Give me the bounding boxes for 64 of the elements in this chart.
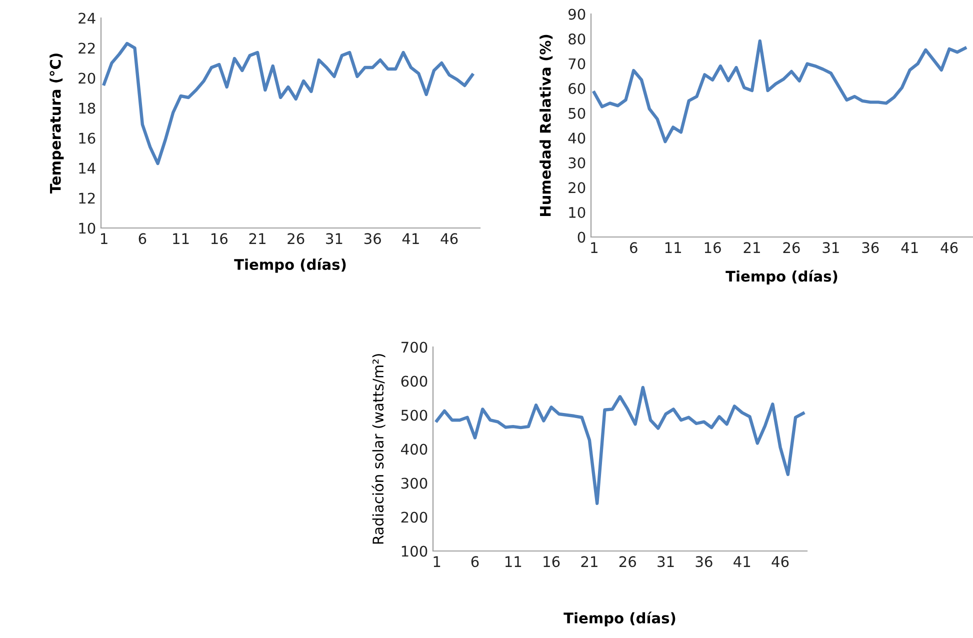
y-axis-title: Radiación solar (watts/m²): [372, 354, 386, 544]
x-tick-label: 6: [630, 242, 638, 254]
x-tick-label: 21: [581, 556, 598, 567]
y-axis-title: Temperatura (°C): [50, 54, 64, 194]
x-tick-label: 16: [704, 242, 721, 254]
y-tick-label: 22: [78, 42, 95, 54]
y-tick-label: 600: [401, 376, 428, 387]
y-tick-label: 14: [79, 162, 96, 174]
x-tick-label: 1: [434, 556, 440, 567]
y-tick-label: 300: [401, 478, 428, 489]
x-tick-label: 6: [471, 556, 479, 568]
x-tick-label: 36: [364, 233, 381, 244]
x-tick-label: 1: [591, 242, 598, 253]
x-tick-label: 36: [862, 242, 879, 254]
x-tick-label: 46: [440, 233, 458, 244]
x-tick-label: 41: [734, 556, 750, 567]
y-tick-label: 70: [568, 58, 586, 70]
x-tick-label: 21: [249, 233, 266, 244]
y-tick-label: 500: [401, 410, 428, 421]
y-tick-label: 60: [568, 83, 586, 94]
x-tick-label: 31: [822, 242, 839, 254]
x-axis-title: Tiempo (días): [564, 612, 676, 626]
x-tick-label: 26: [288, 233, 304, 244]
x-axis-title: Tiempo (días): [726, 270, 838, 285]
x-tick-label: 46: [940, 242, 958, 254]
y-tick-label: 10: [79, 222, 96, 234]
y-tick-label: 16: [79, 132, 96, 144]
y-tick-label: 40: [568, 132, 586, 144]
x-tick-label: 46: [772, 556, 789, 568]
x-tick-label: 41: [901, 242, 918, 253]
y-tick-label: 100: [402, 546, 428, 557]
line-series: [435, 386, 805, 505]
y-tick-label: 24: [78, 12, 96, 24]
x-axis-title: Tiempo (días): [234, 258, 346, 273]
x-tick-label: 26: [783, 242, 800, 254]
y-tick-label: 10: [569, 206, 586, 218]
y-tick-label: 0: [578, 232, 586, 243]
x-tick-label: 16: [544, 556, 560, 568]
x-tick-label: 11: [505, 556, 522, 567]
y-axis-title: Humedad Relativa (%): [540, 34, 553, 216]
y-tick-label: 400: [401, 444, 428, 455]
x-tick-label: 1: [101, 233, 108, 244]
x-tick-label: 11: [665, 242, 682, 253]
y-tick-label: 30: [568, 157, 586, 168]
y-tick-label: 18: [79, 102, 96, 114]
x-tick-label: 11: [173, 233, 189, 244]
y-tick-label: 20: [78, 72, 96, 84]
y-tick-label: 90: [568, 8, 586, 20]
y-tick-label: 12: [79, 192, 95, 204]
x-tick-label: 21: [744, 242, 760, 253]
y-tick-label: 200: [401, 512, 428, 523]
line-series: [592, 39, 967, 144]
x-tick-label: 31: [658, 556, 674, 568]
y-tick-label: 700: [402, 342, 428, 353]
line-series: [102, 42, 474, 166]
y-tick-label: 50: [568, 108, 586, 119]
x-tick-label: 16: [211, 233, 228, 244]
x-tick-label: 31: [326, 233, 342, 244]
y-tick-label: 20: [568, 182, 586, 194]
x-tick-label: 26: [619, 556, 636, 568]
x-tick-label: 36: [696, 556, 712, 568]
y-tick-label: 80: [568, 33, 586, 45]
x-tick-label: 41: [402, 233, 419, 244]
x-tick-label: 6: [138, 233, 146, 244]
